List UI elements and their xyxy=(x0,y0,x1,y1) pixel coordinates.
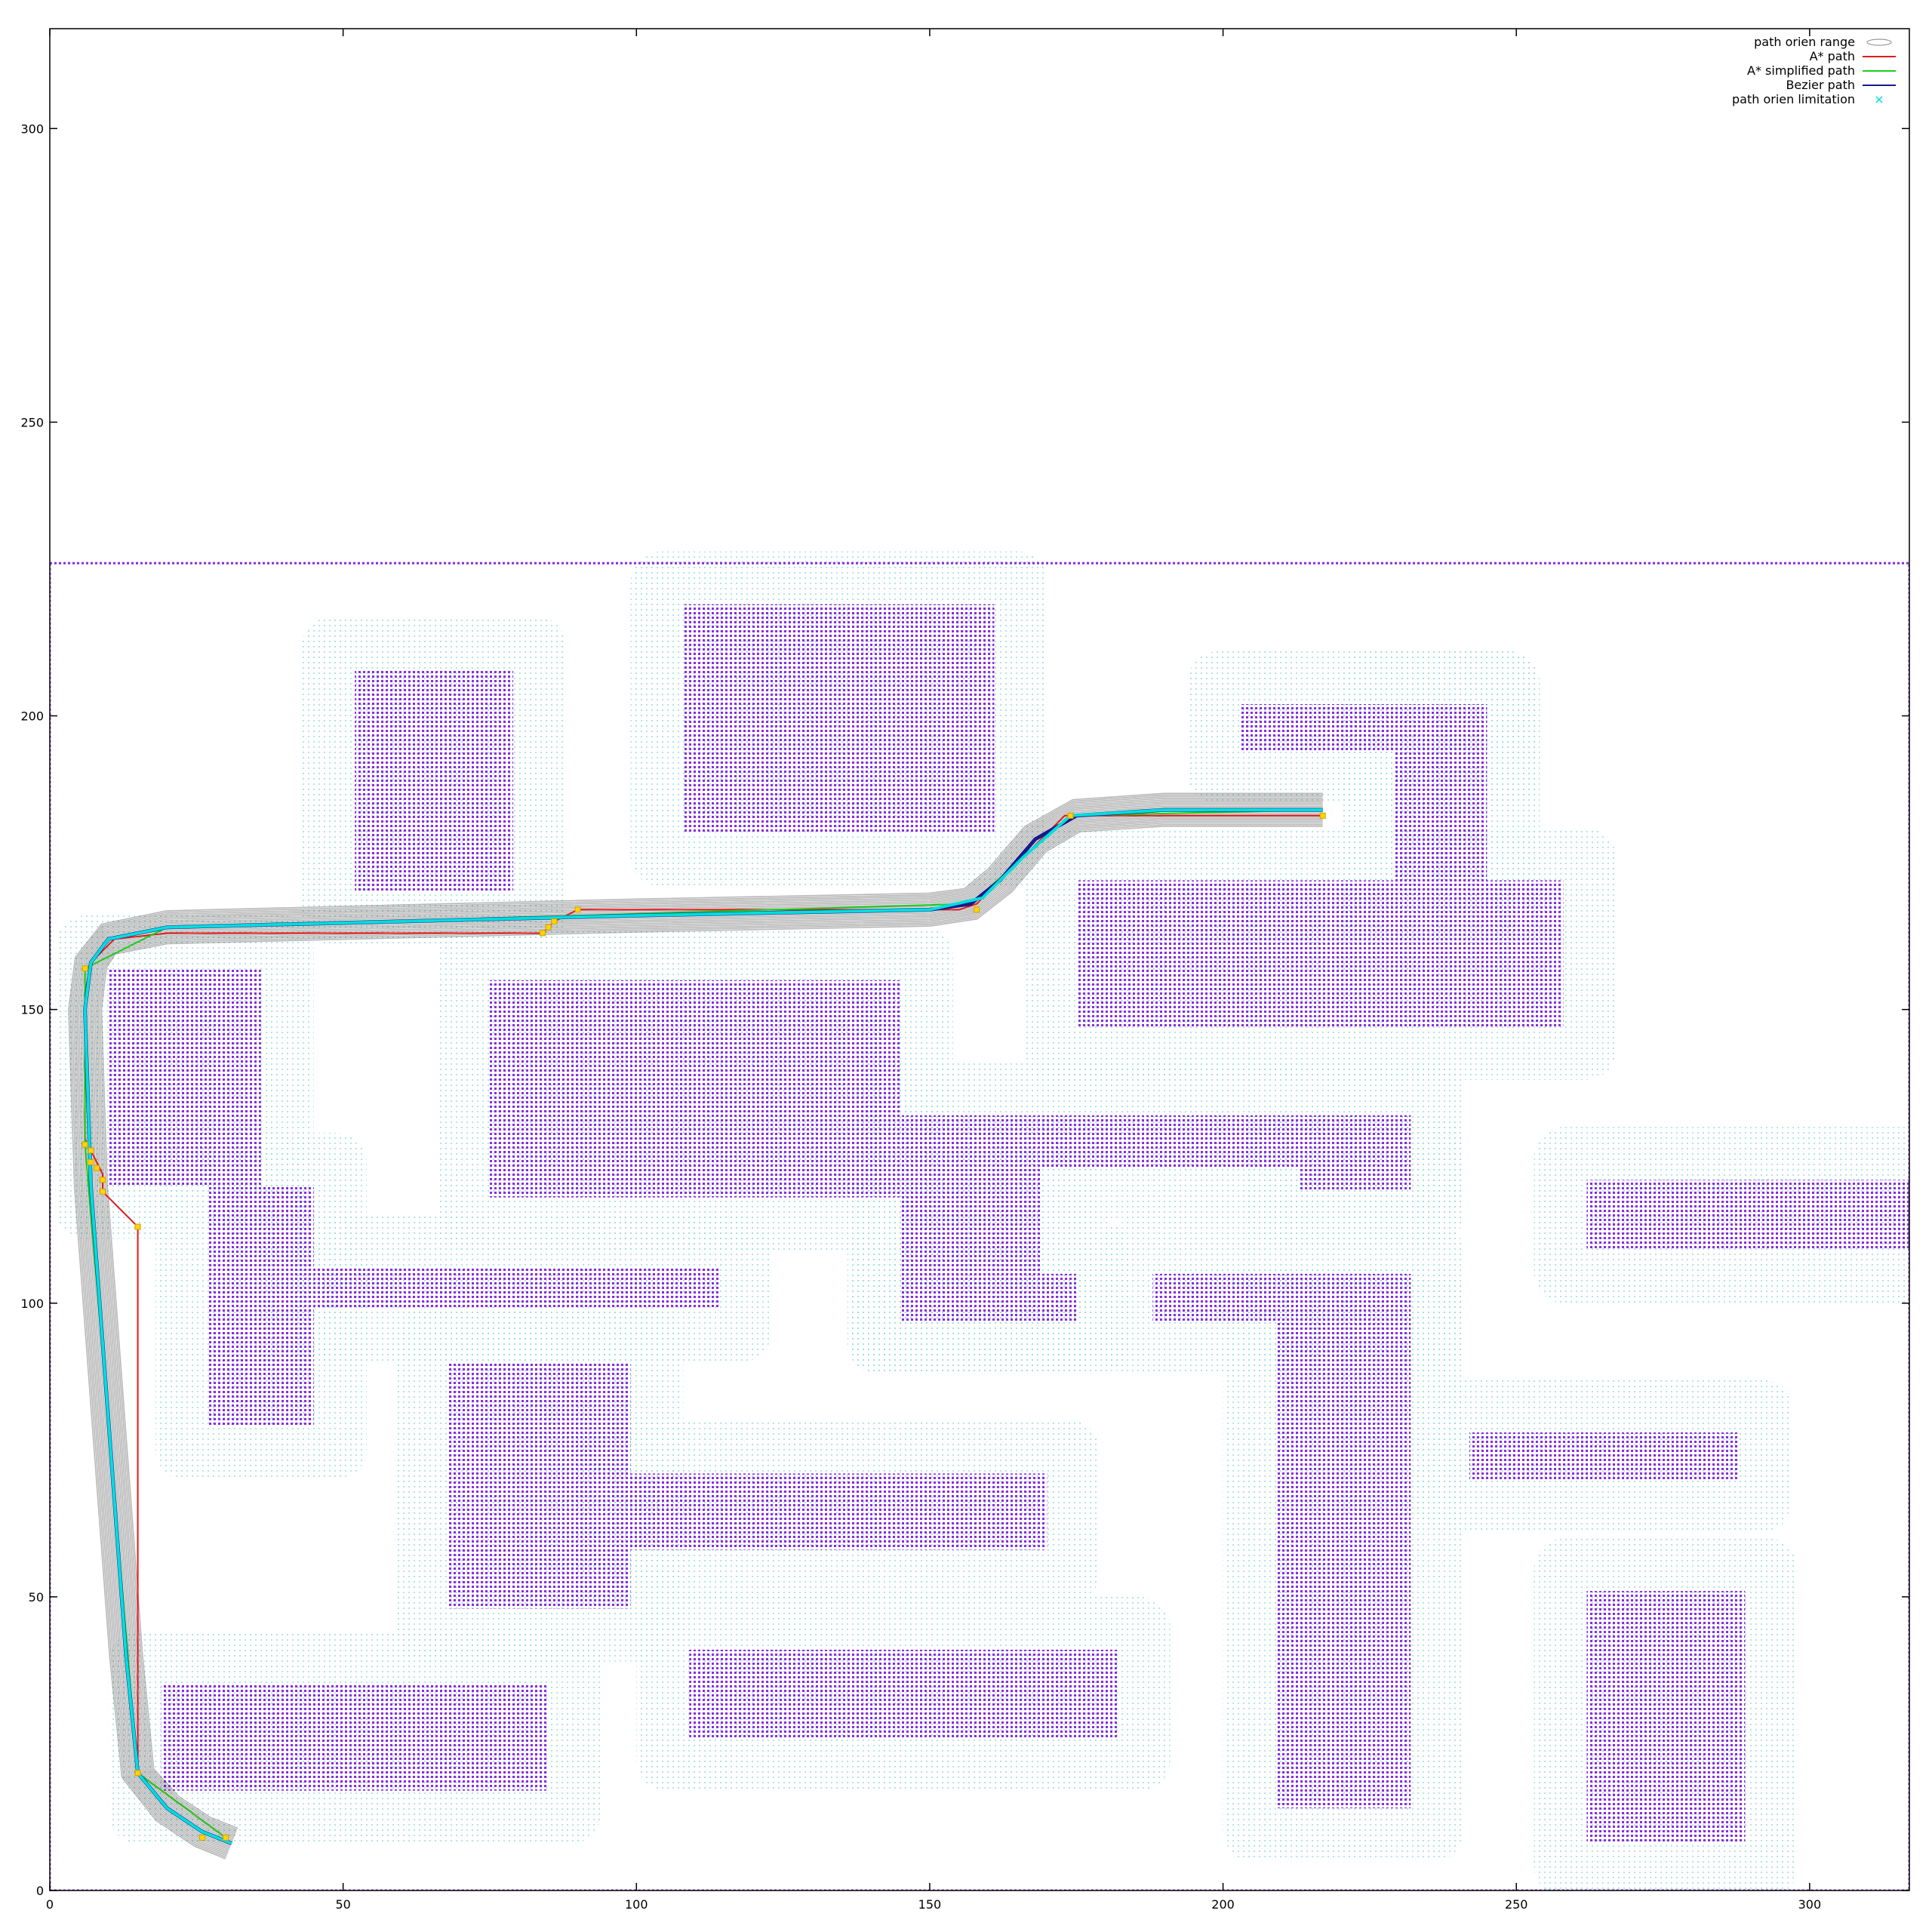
waypoint-marker xyxy=(88,1147,94,1154)
orien-range-trace xyxy=(75,801,1323,1852)
x-tick-label: 300 xyxy=(1798,1897,1822,1912)
waypoint-marker xyxy=(134,1770,141,1777)
obstacle-block xyxy=(108,968,261,1186)
map-boundary xyxy=(50,561,1909,1890)
x-tick-label: 200 xyxy=(1211,1897,1235,1912)
legend-swatch-cross xyxy=(1875,96,1883,103)
waypoint-marker xyxy=(199,1834,206,1841)
waypoint-marker xyxy=(974,906,980,913)
obstacle-block xyxy=(689,1649,1118,1738)
waypoint-marker xyxy=(545,924,552,931)
obstacle-block xyxy=(1392,703,1487,881)
orien-range-trace xyxy=(94,819,1323,1835)
waypoint-marker xyxy=(94,1164,100,1171)
obstacle-block xyxy=(489,980,901,1198)
waypoint-marker xyxy=(1319,812,1326,819)
x-tick-label: 100 xyxy=(625,1897,648,1912)
obstacle-block xyxy=(683,604,995,834)
obstacle-block xyxy=(161,1684,549,1791)
waypoint-marker xyxy=(1067,812,1074,819)
obstacle-block xyxy=(208,1186,314,1427)
obstacle-layer xyxy=(50,561,1909,1890)
x-tick-label: 50 xyxy=(335,1897,350,1912)
obstacle-block xyxy=(1299,1168,1411,1192)
obstacle-block xyxy=(1076,880,1564,1027)
obstacle-block xyxy=(1152,1273,1411,1321)
x-tick-label: 0 xyxy=(46,1897,54,1912)
waypoint-marker xyxy=(574,906,581,913)
y-tick-label: 200 xyxy=(20,709,44,724)
orien-range-trace xyxy=(71,795,1323,1857)
waypoint-marker xyxy=(539,930,546,937)
obstacle-block xyxy=(1469,1432,1740,1480)
obstacle-block xyxy=(900,1115,1411,1168)
waypoint-marker xyxy=(99,1177,106,1183)
y-tick-label: 50 xyxy=(29,1590,44,1604)
orien-range-trace xyxy=(99,823,1323,1831)
y-tick-label: 150 xyxy=(20,1003,44,1017)
x-tick-label: 250 xyxy=(1505,1897,1528,1912)
axes xyxy=(49,28,1910,1891)
legend-label: A* path xyxy=(1810,49,1855,63)
waypoint-marker xyxy=(99,1188,106,1195)
waypoint-marker xyxy=(551,918,558,924)
orien-range-trace xyxy=(68,792,1323,1860)
obstacle-block xyxy=(1586,1180,1909,1251)
x-axis-ticks: 0 50 100 150 200 250 300 xyxy=(46,29,1821,1912)
legend-label: path orien range xyxy=(1754,35,1855,49)
plot-frame xyxy=(49,28,1910,1891)
y-tick-label: 0 xyxy=(36,1884,44,1898)
orien-range-trace xyxy=(72,798,1323,1855)
obstacle-block xyxy=(1275,1321,1411,1809)
legend-swatch-ellipse xyxy=(1866,38,1892,46)
waypoint-marker xyxy=(82,1141,88,1148)
obstacle-block xyxy=(1586,1591,1746,1844)
y-axis-ticks: 0 50 100 150 200 250 300 xyxy=(20,122,1909,1898)
orien-range-trace xyxy=(74,799,1323,1854)
y-tick-label: 100 xyxy=(20,1297,44,1311)
waypoint-marker xyxy=(134,1223,141,1230)
orien-range-trace xyxy=(69,794,1323,1858)
orien-range-trace xyxy=(81,805,1323,1847)
orien-range-trace xyxy=(96,820,1323,1834)
obstacle-block xyxy=(630,1473,1048,1550)
waypoint-marker xyxy=(223,1834,229,1841)
orien-range-layer xyxy=(68,792,1323,1860)
y-tick-label: 250 xyxy=(20,415,44,429)
waypoint-marker xyxy=(88,1158,94,1165)
orien-range-trace xyxy=(79,804,1323,1849)
obstacle-block xyxy=(900,1273,1077,1321)
y-tick-label: 300 xyxy=(20,122,44,136)
obstacle-block xyxy=(313,1268,719,1309)
orien-range-trace xyxy=(100,826,1323,1829)
obstacle-block xyxy=(448,1361,631,1609)
legend-label: A* simplified path xyxy=(1747,63,1855,78)
waypoint-marker xyxy=(82,965,88,972)
marker-layer xyxy=(82,812,1326,1841)
x-tick-label: 150 xyxy=(918,1897,942,1912)
legend-label: path orien limitation xyxy=(1732,92,1855,106)
obstacle-block xyxy=(355,669,514,893)
orien-range-trace xyxy=(97,822,1323,1832)
legend-label: Bezier path xyxy=(1786,78,1855,92)
orien-range-trace xyxy=(91,816,1323,1838)
orien-range-trace xyxy=(78,802,1323,1850)
